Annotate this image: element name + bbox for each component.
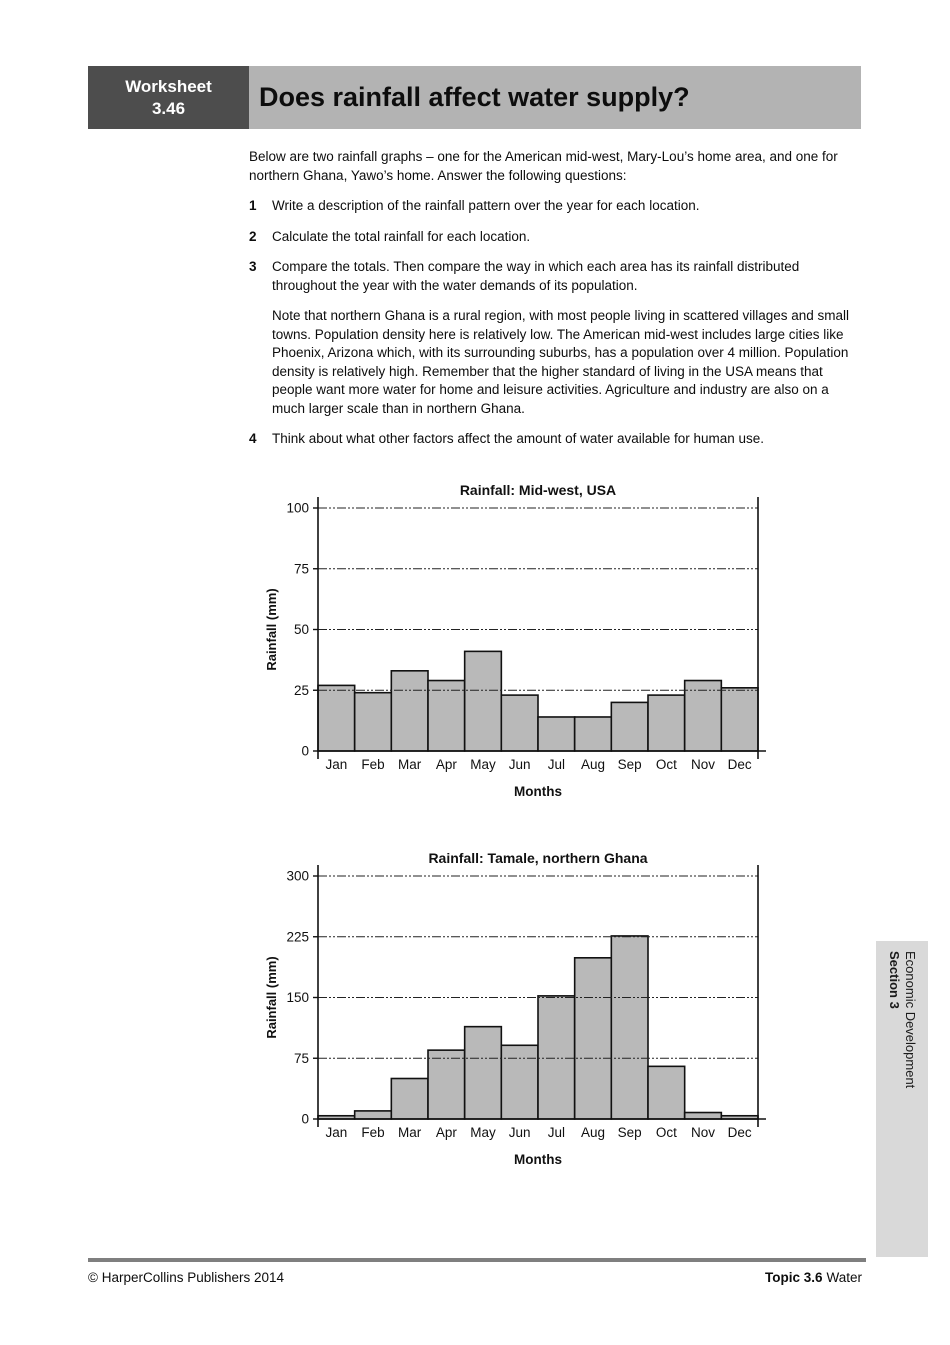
bar-jun <box>500 694 539 752</box>
xtick-label-sep: Sep <box>618 757 642 772</box>
question-4-number: 4 <box>249 431 257 446</box>
bar-apr <box>427 1049 466 1120</box>
ytick-label-150: 150 <box>286 990 309 1005</box>
xtick-label-mar: Mar <box>398 1125 422 1140</box>
xtick-label-jan: Jan <box>325 757 347 772</box>
ytick-label-50: 50 <box>294 622 309 637</box>
bar-may <box>463 650 503 752</box>
xtick-label-mar: Mar <box>398 757 422 772</box>
worksheet-number: 3.46 <box>151 98 186 118</box>
xtick-label-oct: Oct <box>656 1125 677 1140</box>
ytick-label-75: 75 <box>294 1051 309 1066</box>
bar-aug <box>573 716 613 752</box>
xtick-label-apr: Apr <box>436 757 458 772</box>
bar-dec <box>720 687 759 752</box>
bar-nov <box>683 1111 723 1120</box>
ytick-label-300: 300 <box>286 869 309 884</box>
intro-paragraph: Below are two rainfall graphs – one for … <box>249 149 838 183</box>
xtick-label-dec: Dec <box>728 1125 752 1140</box>
xtick-label-jul: Jul <box>548 757 565 772</box>
section-tab-text: Section 3 Economic Development <box>886 941 918 1257</box>
question-3-number: 3 <box>249 259 257 274</box>
xtick-label-nov: Nov <box>691 757 715 772</box>
xtick-label-apr: Apr <box>436 1125 458 1140</box>
xtick-label-may: May <box>470 1125 496 1140</box>
xtick-label-aug: Aug <box>581 1125 605 1140</box>
page-title: Does rainfall affect water supply? <box>259 82 690 112</box>
question-3: 3 Compare the totals. Then compare the w… <box>249 258 862 295</box>
bar-sep <box>610 701 649 752</box>
question-4: 4 Think about what other factors affect … <box>249 430 862 449</box>
ytick-label-100: 100 <box>286 501 309 516</box>
bar-mar <box>390 670 429 752</box>
bar-sep <box>610 935 649 1120</box>
xtick-label-jul: Jul <box>548 1125 565 1140</box>
question-4-text: Think about what other factors affect th… <box>272 431 765 446</box>
note-paragraph: Note that northern Ghana is a rural regi… <box>272 308 850 416</box>
x-axis-label: Months <box>514 1152 562 1167</box>
bar-mar <box>390 1077 429 1120</box>
question-2-text: Calculate the total rainfall for each lo… <box>272 228 531 244</box>
question-1-number: 1 <box>249 198 257 213</box>
topic-number: Topic 3.6 <box>764 1270 823 1285</box>
footer-rule <box>88 1258 866 1262</box>
bar-oct <box>647 694 686 752</box>
title-bar: Does rainfall affect water supply? <box>249 66 861 129</box>
xtick-label-may: May <box>470 757 496 772</box>
chart-title: Rainfall: Tamale, northern Ghana <box>428 850 647 866</box>
bar-jun <box>500 1044 539 1120</box>
xtick-label-jun: Jun <box>509 757 531 772</box>
rainfall-chart-ghana: Rainfall: Tamale, northern Ghana 0 75 150 22… <box>262 846 775 1178</box>
ytick-label-0: 0 <box>301 744 309 759</box>
bar-apr <box>427 679 466 752</box>
question-1-text: Write a description of the rainfall patt… <box>272 198 700 213</box>
body-text: Below are two rainfall graphs – one for … <box>249 148 862 461</box>
question-1: 1 Write a description of the rainfall pa… <box>249 197 862 216</box>
bar-oct <box>647 1065 686 1120</box>
y-axis-label: Rainfall (mm) <box>264 956 279 1038</box>
xtick-label-jan: Jan <box>325 1125 347 1140</box>
question-2-number: 2 <box>249 228 257 244</box>
xtick-label-nov: Nov <box>691 1125 715 1140</box>
footer: © HarperCollins Publishers 2014 Topic 3.… <box>88 1270 862 1285</box>
bar-jul <box>537 716 576 752</box>
question-3-text: Compare the totals. Then compare the way… <box>272 259 800 293</box>
bar-jul <box>537 995 576 1120</box>
worksheet-label: Worksheet <box>125 76 212 96</box>
chart-svg-ghana: Rainfall: Tamale, northern Ghana 0 75 150 22… <box>264 850 766 1167</box>
worksheet-number-box: Worksheet 3.46 <box>88 66 249 129</box>
bar-may <box>463 1025 503 1120</box>
section-tab: Section 3 Economic Development <box>876 941 928 1257</box>
y-axis-label: Rainfall (mm) <box>264 588 279 670</box>
question-2: 2 Calculate the total rainfall for each … <box>249 228 862 247</box>
xtick-label-sep: Sep <box>618 1125 642 1140</box>
section-label: Section 3 <box>887 951 902 1009</box>
xtick-label-feb: Feb <box>361 1125 384 1140</box>
x-axis-label: Months <box>514 784 562 799</box>
xtick-label-aug: Aug <box>581 757 605 772</box>
ytick-label-25: 25 <box>294 683 309 698</box>
bar-nov <box>683 679 723 752</box>
xtick-label-feb: Feb <box>361 757 384 772</box>
topic-text: Topic 3.6 Water <box>765 1270 862 1285</box>
xtick-label-dec: Dec <box>728 757 752 772</box>
section-subtitle: Economic Development <box>903 951 918 1089</box>
xtick-label-jun: Jun <box>509 1125 531 1140</box>
xtick-label-oct: Oct <box>656 757 677 772</box>
bar-jan <box>317 684 356 752</box>
topic-name: Water <box>826 1270 862 1285</box>
ytick-label-225: 225 <box>286 929 309 944</box>
bar-feb <box>353 1110 393 1120</box>
ytick-label-0: 0 <box>301 1112 309 1127</box>
ytick-label-75: 75 <box>294 561 309 576</box>
bar-aug <box>573 957 613 1120</box>
copyright-text: © HarperCollins Publishers 2014 <box>88 1270 285 1285</box>
bar-feb <box>353 691 393 752</box>
chart-svg-usa: Rainfall: Mid-west, USA 0 25 50 75 100 Jan Feb M… <box>264 482 766 799</box>
chart-title: Rainfall: Mid-west, USA <box>460 482 616 498</box>
rainfall-chart-usa: Rainfall: Mid-west, USA 0 25 50 75 100 Jan Feb M… <box>262 478 775 810</box>
